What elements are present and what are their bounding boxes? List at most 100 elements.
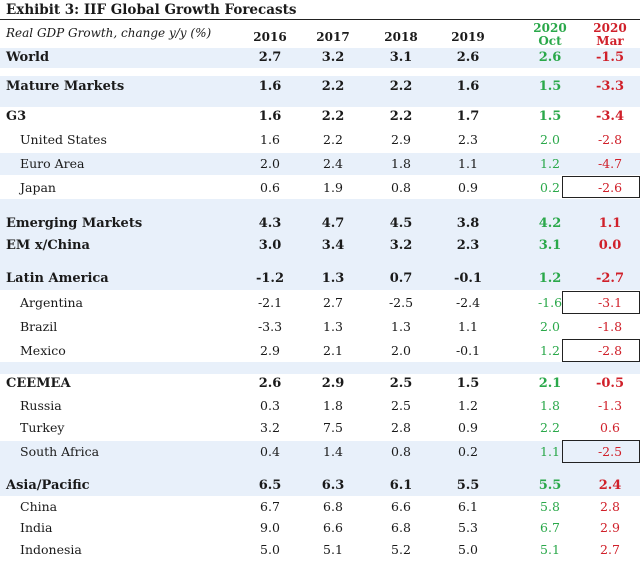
row-label: Turkey	[20, 420, 65, 435]
cell-2019: 1.7	[456, 109, 480, 124]
highlight-box	[562, 176, 640, 198]
table-row: Asia/Pacific 6.5 6.3 6.1 5.5 5.5 2.4	[0, 476, 640, 496]
cell-2020-oct: 1.8	[540, 398, 560, 413]
cell-2019: 0.9	[458, 420, 478, 435]
row-label: EM x/China	[6, 238, 90, 253]
header-oct: 2020 Oct	[520, 22, 580, 48]
cell-2017: 2.1	[323, 343, 343, 358]
table-row: Argentina -2.1 2.7 -2.5 -2.4 -1.6 -3.1	[0, 292, 640, 314]
cell-2019: 1.1	[458, 319, 478, 334]
cell-2017: 3.4	[321, 238, 345, 253]
cell-2019: 2.6	[456, 50, 480, 65]
header-mar-month: Mar	[596, 34, 624, 48]
cell-2020-mar: -3.4	[595, 109, 624, 124]
cell-2017: 6.8	[323, 499, 343, 514]
cell-2016: 3.2	[260, 420, 280, 435]
cell-2017: 4.7	[321, 216, 345, 231]
row-label: China	[20, 499, 58, 514]
cell-2018: 3.2	[389, 238, 413, 253]
cell-2018: 0.7	[389, 271, 413, 286]
table-row: Turkey 3.2 7.5 2.8 0.9 2.2 0.6	[0, 418, 640, 438]
cell-2017: 5.1	[323, 542, 343, 557]
row-spacer	[0, 98, 640, 107]
cell-2018: 2.0	[391, 343, 411, 358]
table-row: Brazil -3.3 1.3 1.3 1.1 2.0 -1.8	[0, 316, 640, 338]
cell-2019: 1.5	[456, 376, 480, 391]
table-row: CEEMEA 2.6 2.9 2.5 1.5 2.1 -0.5	[0, 374, 640, 394]
cell-2018: 2.5	[389, 376, 413, 391]
cell-2020-oct: 2.0	[540, 132, 560, 147]
cell-2020-mar: 2.9	[600, 520, 620, 535]
cell-2016: -2.1	[257, 295, 283, 310]
table-row: World 2.7 3.2 3.1 2.6 2.6 -1.5	[0, 48, 640, 68]
cell-2017: 2.9	[321, 376, 345, 391]
cell-2017: 2.4	[323, 156, 343, 171]
cell-2020-oct: 1.5	[538, 109, 562, 124]
cell-2018: 5.2	[391, 542, 411, 557]
highlight-box	[562, 440, 640, 463]
cell-2017: 7.5	[323, 420, 343, 435]
cell-2020-oct: 2.1	[538, 376, 562, 391]
cell-2016: 4.3	[258, 216, 282, 231]
cell-2017: 1.9	[323, 180, 343, 195]
table-row: China 6.7 6.8 6.6 6.1 5.8 2.8	[0, 497, 640, 517]
table-row: EM x/China 3.0 3.4 3.2 2.3 3.1 0.0	[0, 235, 640, 257]
table-row: Russia 0.3 1.8 2.5 1.2 1.8 -1.3	[0, 396, 640, 416]
cell-2020-mar: -2.8	[597, 132, 623, 147]
cell-2019: -0.1	[455, 343, 481, 358]
cell-2016: -1.2	[255, 271, 284, 286]
cell-2020-oct: 2.6	[538, 50, 562, 65]
header-oct-month: Oct	[538, 34, 562, 48]
table-row: South Africa 0.4 1.4 0.8 0.2 1.1 -2.5	[0, 441, 640, 463]
cell-2020-mar: 0.0	[598, 238, 622, 253]
table-row: India 9.0 6.6 6.8 5.3 6.7 2.9	[0, 518, 640, 538]
highlight-box	[562, 339, 640, 362]
cell-2020-oct: 2.2	[540, 420, 560, 435]
row-spacer	[0, 199, 640, 213]
cell-2020-mar: -3.3	[595, 79, 624, 94]
row-label: Euro Area	[20, 156, 85, 171]
cell-2016: 2.7	[258, 50, 282, 65]
cell-2017: 1.4	[323, 444, 343, 459]
cell-2020-oct: 4.2	[538, 216, 562, 231]
cell-2018: -2.5	[388, 295, 414, 310]
row-label: Argentina	[20, 295, 83, 310]
cell-2018: 1.8	[391, 156, 411, 171]
cell-2020-mar: -4.7	[597, 156, 623, 171]
cell-2018: 2.9	[391, 132, 411, 147]
cell-2020-oct: -1.6	[537, 295, 563, 310]
cell-2020-mar: 2.7	[600, 542, 620, 557]
cell-2020-mar: -1.5	[595, 50, 624, 65]
header-year-2017: 2017	[316, 30, 350, 44]
cell-2018: 3.1	[389, 50, 413, 65]
cell-2016: 0.3	[260, 398, 280, 413]
cell-2016: 6.5	[258, 478, 282, 493]
cell-2020-oct: 6.7	[540, 520, 560, 535]
cell-2017: 1.3	[321, 271, 345, 286]
cell-2019: 0.2	[458, 444, 478, 459]
cell-2020-mar: -2.6	[597, 180, 623, 195]
cell-2016: 3.0	[258, 238, 282, 253]
header-year-2019: 2019	[451, 30, 485, 44]
row-label: United States	[20, 132, 107, 147]
cell-2018: 2.2	[389, 109, 413, 124]
cell-2018: 4.5	[389, 216, 413, 231]
header-year-2018: 2018	[384, 30, 418, 44]
cell-2020-oct: 1.1	[540, 444, 560, 459]
row-label: Russia	[20, 398, 62, 413]
cell-2018: 0.8	[391, 444, 411, 459]
cell-2018: 0.8	[391, 180, 411, 195]
row-label: World	[6, 50, 50, 65]
highlight-box	[562, 291, 640, 314]
cell-2017: 2.2	[321, 79, 345, 94]
cell-2020-mar: 1.1	[598, 216, 622, 231]
row-label: Latin America	[6, 271, 109, 286]
row-spacer	[0, 362, 640, 374]
title-rule	[0, 19, 640, 20]
cell-2020-mar: 2.4	[598, 478, 622, 493]
cell-2017: 6.6	[323, 520, 343, 535]
row-label: G3	[6, 109, 27, 124]
cell-2019: -2.4	[455, 295, 481, 310]
cell-2019: 1.2	[458, 398, 478, 413]
cell-2016: 2.0	[260, 156, 280, 171]
